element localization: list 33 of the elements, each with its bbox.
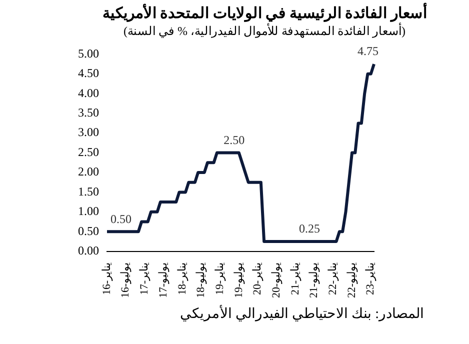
chart-subtitle: (أسعار الفائدة المستهدفة للأموال الفيدرالية، % في السنة) — [122, 24, 406, 39]
x-tick-label: يوليو-21 — [308, 262, 320, 298]
annotation: 0.50 — [110, 212, 132, 226]
y-tick-label: 4.50 — [78, 66, 99, 80]
annotation: 0.25 — [298, 222, 320, 236]
x-tick-label: يناير-23 — [364, 262, 377, 296]
y-tick-label: 3.00 — [78, 125, 99, 140]
x-tick-label: يوليو-19 — [232, 262, 245, 298]
x-tick-label: يوليو-17 — [157, 262, 170, 298]
x-tick-label: يوليو-18 — [195, 262, 208, 298]
chart-title: أسعار الفائدة الرئيسية في الولايات المتحدة الأمريكية — [101, 4, 428, 22]
y-tick-label: 2.50 — [78, 144, 99, 159]
x-tick-label: يناير-18 — [176, 262, 188, 296]
x-tick-label: يناير-19 — [214, 262, 226, 296]
y-tick-label: 5.00 — [78, 46, 99, 60]
y-tick-label: 0.50 — [78, 224, 99, 238]
y-tick-label: 1.00 — [78, 204, 99, 218]
annotation: 4.75 — [358, 44, 378, 58]
y-tick-label: 2.00 — [78, 164, 99, 179]
x-tick-label: يناير-22 — [327, 262, 340, 296]
x-tick-label: يوليو-22 — [346, 262, 358, 298]
y-tick-label: 3.50 — [78, 105, 99, 120]
x-tick-label: يناير-16 — [100, 262, 113, 296]
y-tick-label: 0.00 — [78, 243, 99, 258]
x-tick-label: يناير-17 — [138, 262, 151, 296]
x-tick-label: يناير-20 — [252, 262, 264, 296]
y-tick-label: 1.50 — [78, 184, 99, 198]
x-tick-label: يناير-21 — [289, 262, 302, 296]
x-tick-label: يوليو-20 — [270, 262, 283, 298]
text: المصادر: بنك الاحتياطي الفيدرالي الأمريكي — [179, 305, 425, 323]
y-tick-label: 4.00 — [78, 86, 99, 100]
annotation: 2.50 — [224, 132, 245, 147]
x-tick-label: يوليو-16 — [120, 262, 132, 298]
